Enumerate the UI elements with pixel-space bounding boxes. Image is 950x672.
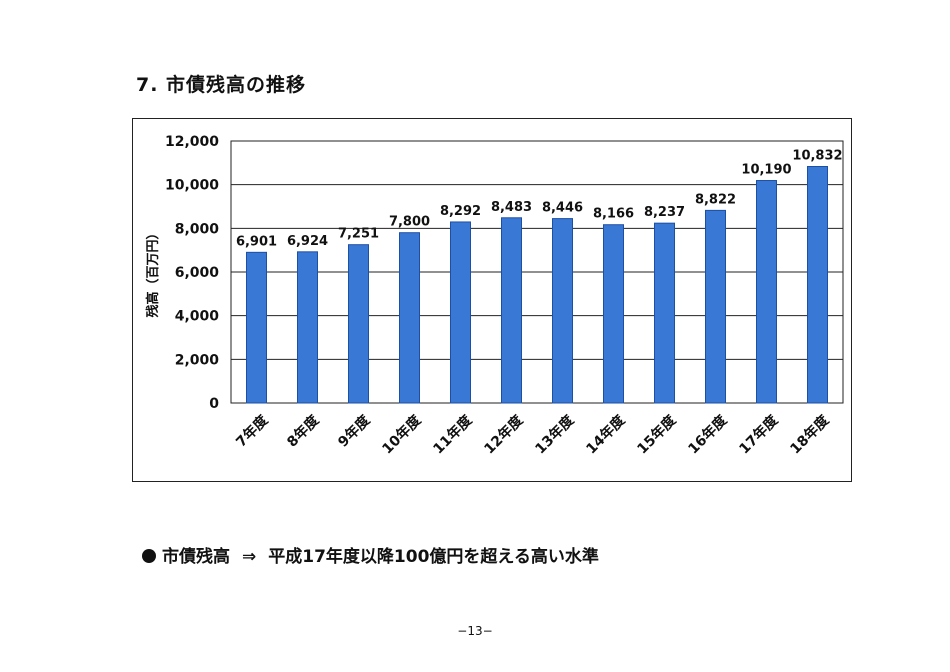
bar <box>297 251 318 404</box>
y-axis-label: 残高（百万円） <box>145 226 161 317</box>
x-tick-label: 8年度 <box>284 411 323 450</box>
y-tick-label: 10,000 <box>165 178 219 194</box>
plot-area <box>230 140 844 404</box>
bullet-dot-icon <box>142 549 156 563</box>
page-number: −13− <box>457 624 493 638</box>
y-tick-label: 6,000 <box>175 265 220 281</box>
x-tick-label: 17年度 <box>736 411 782 457</box>
data-label: 8,166 <box>593 207 634 222</box>
data-label: 8,237 <box>644 205 685 220</box>
y-tick-label: 12,000 <box>165 134 219 150</box>
y-tick-label: 4,000 <box>175 309 220 325</box>
data-label: 8,822 <box>695 192 736 207</box>
data-label: 6,901 <box>236 234 277 249</box>
bar <box>705 209 726 404</box>
data-label: 10,832 <box>792 149 842 164</box>
bar <box>552 218 573 404</box>
bar <box>501 217 522 404</box>
bar <box>348 244 369 404</box>
bar <box>807 166 828 404</box>
section-title: 7. 市債残高の推移 <box>136 74 307 96</box>
data-label: 8,446 <box>542 201 583 216</box>
bar <box>756 180 777 404</box>
y-tick-label: 0 <box>209 396 219 412</box>
arrow-icon: ⇒ <box>242 547 257 567</box>
summary-statement: 平成17年度以降100億円を超える高い水準 <box>268 547 599 567</box>
x-tick-label: 16年度 <box>685 411 731 457</box>
x-tick-label: 11年度 <box>430 411 476 457</box>
data-label: 8,483 <box>491 200 532 215</box>
y-tick-label: 2,000 <box>175 352 220 368</box>
bar-chart: 0 2,000 4,000 6,000 8,000 10,000 12,000 残高（百万円）… <box>145 134 844 457</box>
data-label: 8,292 <box>440 204 481 219</box>
bar <box>246 251 267 404</box>
y-tick-label: 8,000 <box>175 221 220 237</box>
x-tick-label: 12年度 <box>481 411 527 457</box>
x-tick-label: 15年度 <box>634 411 680 457</box>
summary-line: 市債残高 ⇒ 平成17年度以降100億円を超える高い水準 <box>142 542 599 567</box>
bar <box>450 221 471 404</box>
x-tick-label: 18年度 <box>787 411 833 457</box>
x-tick-label: 10年度 <box>379 411 425 457</box>
x-tick-label: 7年度 <box>233 411 272 450</box>
summary-subject: 市債残高 <box>162 547 230 567</box>
bar <box>603 224 624 404</box>
x-tick-label: 9年度 <box>335 411 374 450</box>
chart-frame: 0 2,000 4,000 6,000 8,000 10,000 12,000 残高（百万円）… <box>132 118 852 482</box>
bar <box>654 222 675 404</box>
x-tick-label: 13年度 <box>532 411 578 457</box>
data-label: 6,924 <box>287 234 328 249</box>
bar <box>399 232 420 404</box>
x-tick-label: 14年度 <box>583 411 629 457</box>
data-label: 7,251 <box>338 227 379 242</box>
data-label: 7,800 <box>389 215 430 230</box>
data-label: 10,190 <box>741 163 791 178</box>
